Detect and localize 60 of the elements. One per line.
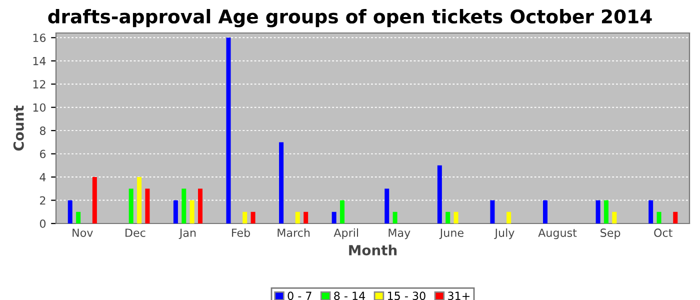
bar bbox=[437, 165, 442, 224]
bar bbox=[332, 212, 336, 224]
x-tick-label: Oct bbox=[654, 228, 672, 237]
x-tick-label: March bbox=[278, 228, 310, 237]
y-tick-label: 6 bbox=[40, 150, 46, 158]
x-tick-label: Nov bbox=[72, 228, 93, 237]
bar bbox=[604, 200, 608, 224]
y-axis-title: Count bbox=[13, 105, 24, 151]
bar bbox=[384, 188, 390, 224]
bar bbox=[242, 212, 248, 224]
bar bbox=[173, 200, 178, 224]
legend-label: 15 - 30 bbox=[388, 292, 426, 300]
y-tick-label: 16 bbox=[33, 34, 46, 42]
bar bbox=[596, 200, 600, 224]
bar bbox=[542, 200, 548, 224]
bar bbox=[190, 200, 194, 224]
y-tick-label: 10 bbox=[33, 103, 46, 112]
x-tick-label: April bbox=[334, 228, 358, 240]
bar bbox=[490, 200, 495, 224]
x-tick-label: July bbox=[494, 228, 514, 240]
bar bbox=[506, 212, 512, 224]
bar bbox=[182, 188, 186, 224]
x-axis-title: Month bbox=[349, 244, 397, 256]
bar bbox=[226, 38, 231, 224]
x-tick-label: Sep bbox=[600, 228, 620, 240]
x-tick-label: May bbox=[388, 228, 410, 240]
bar bbox=[295, 212, 300, 224]
bar bbox=[250, 212, 256, 224]
y-tick-label: 2 bbox=[40, 196, 46, 204]
bar bbox=[279, 142, 284, 224]
bar bbox=[648, 200, 654, 224]
bar bbox=[446, 212, 450, 224]
x-tick-label: Feb bbox=[232, 228, 250, 237]
bar bbox=[128, 188, 134, 224]
chart-title: drafts-approval Age groups of open tickets October 2014 bbox=[48, 9, 652, 28]
legend-label: 8 - 14 bbox=[334, 292, 366, 300]
bar bbox=[454, 212, 458, 224]
y-tick-label: 14 bbox=[33, 57, 46, 66]
x-tick-label: June bbox=[439, 228, 464, 240]
bar bbox=[145, 188, 150, 224]
bar bbox=[656, 212, 662, 224]
y-tick-label: 8 bbox=[40, 126, 46, 135]
bar bbox=[198, 188, 203, 224]
x-tick-label: August bbox=[538, 228, 577, 240]
y-tick-label: 4 bbox=[40, 173, 46, 182]
y-tick-label: 0 bbox=[40, 219, 46, 228]
bar bbox=[76, 212, 81, 224]
x-tick-label: Dec bbox=[126, 228, 146, 237]
bar bbox=[68, 200, 72, 224]
legend-label: 31+ bbox=[448, 292, 470, 300]
bar bbox=[612, 212, 617, 224]
legend-label: 0 - 7 bbox=[288, 292, 312, 300]
bar bbox=[392, 212, 398, 224]
bar bbox=[92, 177, 97, 224]
bar bbox=[137, 177, 142, 224]
y-tick-label: 12 bbox=[33, 80, 46, 88]
bar bbox=[340, 200, 345, 224]
bar bbox=[673, 212, 678, 224]
bar bbox=[304, 212, 308, 224]
x-tick-label: Jan bbox=[178, 228, 196, 240]
